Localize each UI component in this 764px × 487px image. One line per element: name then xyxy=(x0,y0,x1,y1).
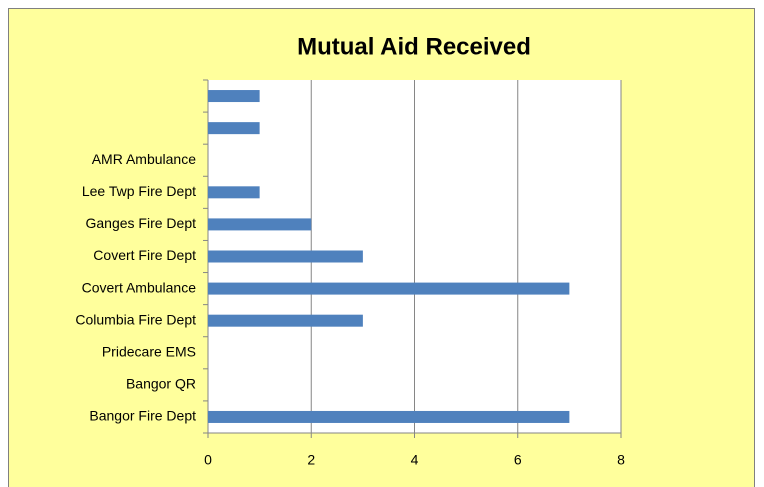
chart-title: Mutual Aid Received xyxy=(297,33,531,60)
bar xyxy=(208,250,363,263)
x-tick-label: 2 xyxy=(307,452,315,468)
y-tick-label: Covert Fire Dept xyxy=(93,247,196,263)
x-tick-label: 4 xyxy=(411,452,419,468)
bar xyxy=(208,282,570,295)
bar xyxy=(208,410,570,423)
y-tick-label: Bangor QR xyxy=(126,376,196,392)
bar xyxy=(208,122,260,135)
y-tick-label: Columbia Fire Dept xyxy=(75,311,196,327)
y-tick-label: Bangor Fire Dept xyxy=(89,408,196,424)
y-tick-label: Ganges Fire Dept xyxy=(86,215,197,231)
x-tick-label: 6 xyxy=(514,452,522,468)
x-tick-label: 8 xyxy=(617,452,625,468)
bar xyxy=(208,186,260,199)
bar xyxy=(208,218,312,231)
x-tick-label: 0 xyxy=(204,452,212,468)
y-tick-label: Covert Ambulance xyxy=(82,279,197,295)
y-tick-label: Lee Twp Fire Dept xyxy=(82,183,196,199)
bar xyxy=(208,90,260,103)
bar xyxy=(208,314,363,327)
y-tick-label: Pridecare EMS xyxy=(102,343,196,359)
y-tick-label: AMR Ambulance xyxy=(92,151,196,167)
